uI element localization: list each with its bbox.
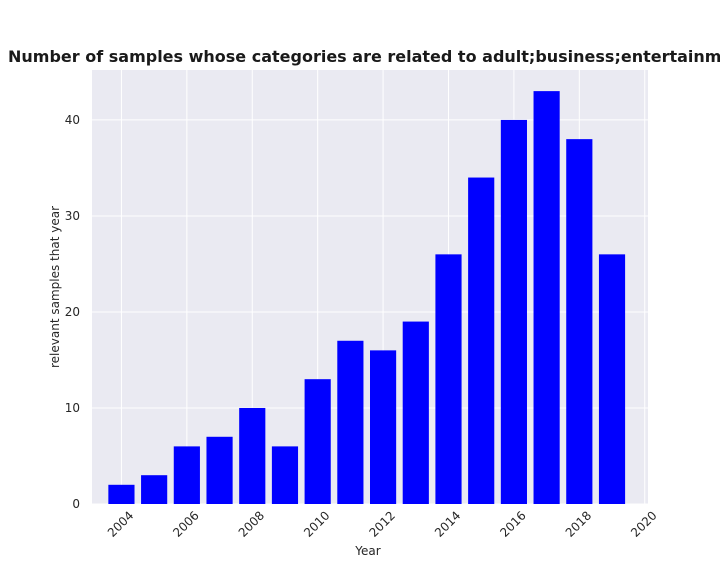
- bar: [239, 407, 266, 504]
- y-tick-label: 0: [72, 497, 80, 511]
- bar: [598, 254, 626, 504]
- y-axis-ticks: 0 10 20 30 40: [65, 113, 80, 511]
- x-tick-label: 2010: [301, 508, 332, 539]
- x-tick-label: 2018: [563, 508, 594, 539]
- x-tick-label: 2020: [628, 508, 659, 539]
- bar: [141, 475, 168, 504]
- bar: [206, 436, 233, 504]
- bar: [500, 119, 527, 505]
- bar: [304, 379, 331, 504]
- bars: [108, 91, 626, 505]
- y-axis-label: relevant samples that year: [48, 206, 62, 368]
- x-tick-label: 2012: [367, 508, 398, 539]
- chart-title-text: Number of samples whose categories are r…: [8, 47, 720, 66]
- y-tick-label: 30: [65, 209, 80, 223]
- y-tick-label: 40: [65, 113, 80, 127]
- y-tick-label: 20: [65, 305, 80, 319]
- x-axis-label: Year: [354, 544, 380, 558]
- chart-title: Number of samples whose categories are r…: [0, 47, 720, 69]
- bar: [402, 321, 429, 504]
- bar: [435, 254, 462, 504]
- x-tick-label: 2006: [170, 508, 201, 539]
- x-tick-label: 2014: [432, 508, 463, 539]
- x-axis-ticks: 2004 2006 2008 2010 2012 2014 2016 2018 2020: [105, 508, 660, 539]
- bar: [173, 446, 200, 504]
- x-tick-label: 2008: [236, 508, 267, 539]
- bar: [468, 177, 495, 504]
- bar: [108, 484, 135, 504]
- bar: [566, 139, 593, 504]
- x-tick-label: 2016: [497, 508, 528, 539]
- bar: [370, 350, 397, 504]
- y-tick-label: 10: [65, 401, 80, 415]
- bar: [271, 446, 299, 504]
- bar: [337, 340, 364, 504]
- bar: [533, 91, 560, 504]
- x-tick-label: 2004: [105, 508, 136, 539]
